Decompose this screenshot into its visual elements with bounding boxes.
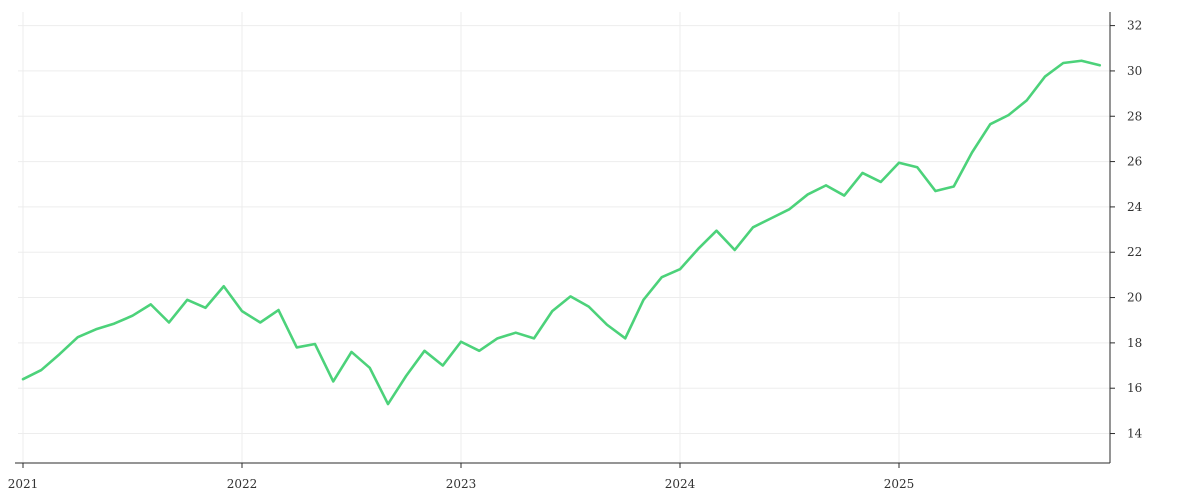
x-tick-label: 2022 (227, 477, 258, 491)
y-gridlines (18, 25, 1110, 435)
x-gridlines (22, 12, 900, 463)
y-tick-label: 20 (1127, 291, 1142, 305)
y-tick-label: 22 (1127, 245, 1142, 259)
series-layer (21, 59, 1102, 406)
y-axis-ticks: 14 16 18 20 22 24 26 28 30 32 (1110, 19, 1143, 441)
x-tick-label: 2021 (8, 477, 39, 491)
y-tick-label: 18 (1127, 336, 1142, 350)
y-tick-label: 30 (1127, 64, 1142, 78)
x-axis-ticks: 2021 2022 2023 2024 2025 (8, 463, 915, 491)
y-tick-label: 16 (1127, 381, 1142, 395)
y-tick-label: 24 (1127, 200, 1143, 214)
y-tick-label: 28 (1127, 109, 1142, 123)
x-tick-label: 2024 (665, 477, 696, 491)
y-tick-label: 26 (1127, 155, 1142, 169)
y-tick-label: 14 (1127, 427, 1143, 441)
x-tick-label: 2025 (884, 477, 915, 491)
series-line (21, 59, 1102, 406)
axes (15, 12, 1111, 464)
x-tick-label: 2023 (446, 477, 477, 491)
y-tick-label: 32 (1127, 19, 1142, 33)
